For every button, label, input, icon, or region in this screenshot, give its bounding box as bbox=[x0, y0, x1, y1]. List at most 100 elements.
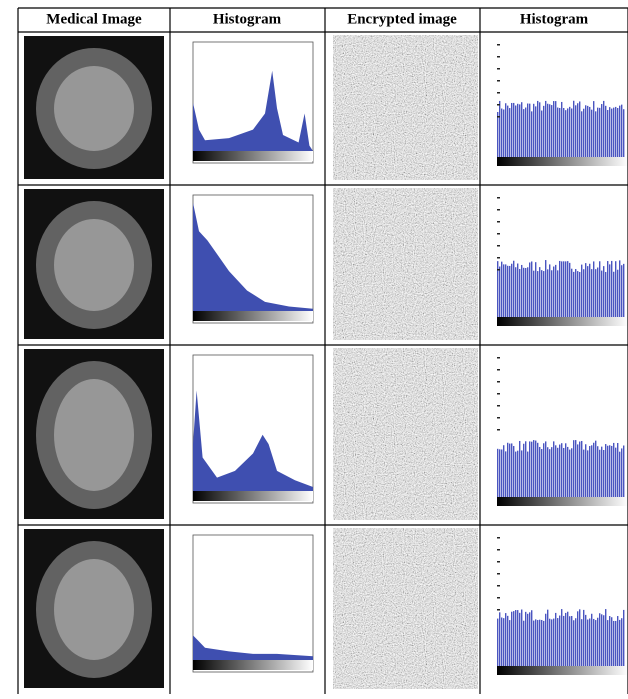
histogram-bar bbox=[623, 445, 625, 497]
histogram-bar bbox=[611, 617, 613, 666]
histogram-bar bbox=[527, 103, 529, 157]
axis-tick bbox=[497, 80, 500, 82]
histogram-bar bbox=[499, 612, 501, 666]
histogram-bar bbox=[567, 108, 569, 157]
histogram-bar bbox=[499, 100, 501, 157]
histogram-bar bbox=[587, 266, 589, 317]
histogram-bar bbox=[589, 263, 591, 317]
histogram-bar bbox=[523, 109, 525, 157]
histogram-bar bbox=[505, 264, 507, 317]
histogram-bar bbox=[591, 445, 593, 497]
histogram-bar bbox=[505, 103, 507, 157]
histogram-bar bbox=[591, 269, 593, 317]
histogram-bar bbox=[505, 613, 507, 666]
histogram-bar bbox=[517, 263, 519, 317]
histogram-bar bbox=[549, 618, 551, 666]
histogram-bar bbox=[593, 618, 595, 666]
histogram-bar bbox=[565, 261, 567, 317]
histogram-bar bbox=[555, 612, 557, 666]
histogram-bar bbox=[497, 261, 499, 317]
histogram-bar bbox=[505, 451, 507, 497]
histogram-bar bbox=[603, 450, 605, 497]
histogram-bar bbox=[509, 620, 511, 666]
histogram-bar bbox=[527, 267, 529, 317]
histogram-bar bbox=[577, 444, 579, 497]
histogram-bar bbox=[507, 265, 509, 317]
histogram-bar bbox=[617, 108, 619, 157]
histogram-bar bbox=[555, 445, 557, 497]
histogram-bar bbox=[601, 446, 603, 497]
histogram-bar bbox=[589, 618, 591, 666]
histogram-bar bbox=[581, 619, 583, 666]
histogram-bar bbox=[617, 616, 619, 666]
histogram-bar bbox=[551, 270, 553, 317]
histogram-bar bbox=[499, 266, 501, 317]
histogram-bar bbox=[615, 620, 617, 666]
axis-tick bbox=[497, 381, 500, 383]
axis-tick bbox=[497, 104, 500, 106]
gray-scale-bar bbox=[497, 157, 628, 166]
histogram-bar bbox=[575, 618, 577, 666]
histogram-bar bbox=[571, 448, 573, 497]
histogram-bar bbox=[525, 107, 527, 157]
image-anatomy bbox=[54, 559, 134, 660]
histogram-bar bbox=[611, 445, 613, 497]
histogram-bar bbox=[603, 266, 605, 317]
histogram-bar bbox=[557, 107, 559, 157]
histogram-bar bbox=[563, 108, 565, 157]
histogram-bar bbox=[529, 612, 531, 666]
axis-tick bbox=[497, 609, 500, 611]
histogram-bar bbox=[575, 440, 577, 497]
histogram-bar bbox=[497, 111, 499, 157]
histogram-bar bbox=[547, 447, 549, 497]
histogram-bar bbox=[595, 269, 597, 317]
histogram-bar bbox=[557, 270, 559, 317]
histogram-bar bbox=[563, 261, 565, 317]
gray-scale-bar bbox=[193, 491, 313, 501]
histogram-bar bbox=[531, 610, 533, 666]
histogram-bar bbox=[593, 442, 595, 497]
histogram-bar bbox=[597, 446, 599, 497]
histogram-bar bbox=[599, 107, 601, 157]
histogram-bar bbox=[623, 109, 625, 157]
histogram-bar bbox=[521, 450, 523, 497]
histogram-bar bbox=[543, 271, 545, 317]
histogram-bar bbox=[607, 110, 609, 157]
histogram-bar bbox=[607, 620, 609, 666]
histogram-bar bbox=[613, 442, 615, 497]
histogram-bar bbox=[579, 101, 581, 157]
histogram-bar bbox=[587, 619, 589, 666]
histogram-bar bbox=[545, 260, 547, 317]
histogram-bar bbox=[617, 269, 619, 317]
histogram-bar bbox=[543, 620, 545, 666]
histogram-bar bbox=[559, 260, 561, 317]
axis-tick bbox=[497, 573, 500, 575]
histogram-bar bbox=[525, 441, 527, 497]
histogram-bar bbox=[521, 264, 523, 317]
histogram-bar bbox=[529, 262, 531, 317]
histogram-bar bbox=[515, 610, 517, 666]
histogram-bar bbox=[585, 105, 587, 157]
histogram-bar bbox=[517, 450, 519, 497]
histogram-bar bbox=[621, 104, 623, 157]
gray-scale-bar bbox=[193, 660, 313, 670]
histogram-bar bbox=[569, 449, 571, 497]
histogram-bar bbox=[595, 111, 597, 157]
gray-scale-bar bbox=[497, 497, 628, 506]
histogram-bar bbox=[503, 109, 505, 157]
image-anatomy bbox=[54, 66, 134, 151]
histogram-bar bbox=[579, 441, 581, 497]
histogram-bar bbox=[503, 264, 505, 317]
histogram-bar bbox=[577, 103, 579, 157]
histogram-bar bbox=[525, 268, 527, 317]
histogram-bar bbox=[501, 108, 503, 157]
histogram-bar bbox=[553, 441, 555, 497]
histogram-bar bbox=[527, 613, 529, 666]
histogram-bar bbox=[561, 609, 563, 666]
histogram-bar bbox=[535, 440, 537, 497]
histogram-bar bbox=[609, 445, 611, 497]
histogram-bar bbox=[595, 440, 597, 497]
histogram-bar bbox=[599, 449, 601, 497]
histogram-bar bbox=[599, 261, 601, 317]
histogram-bar bbox=[583, 449, 585, 497]
